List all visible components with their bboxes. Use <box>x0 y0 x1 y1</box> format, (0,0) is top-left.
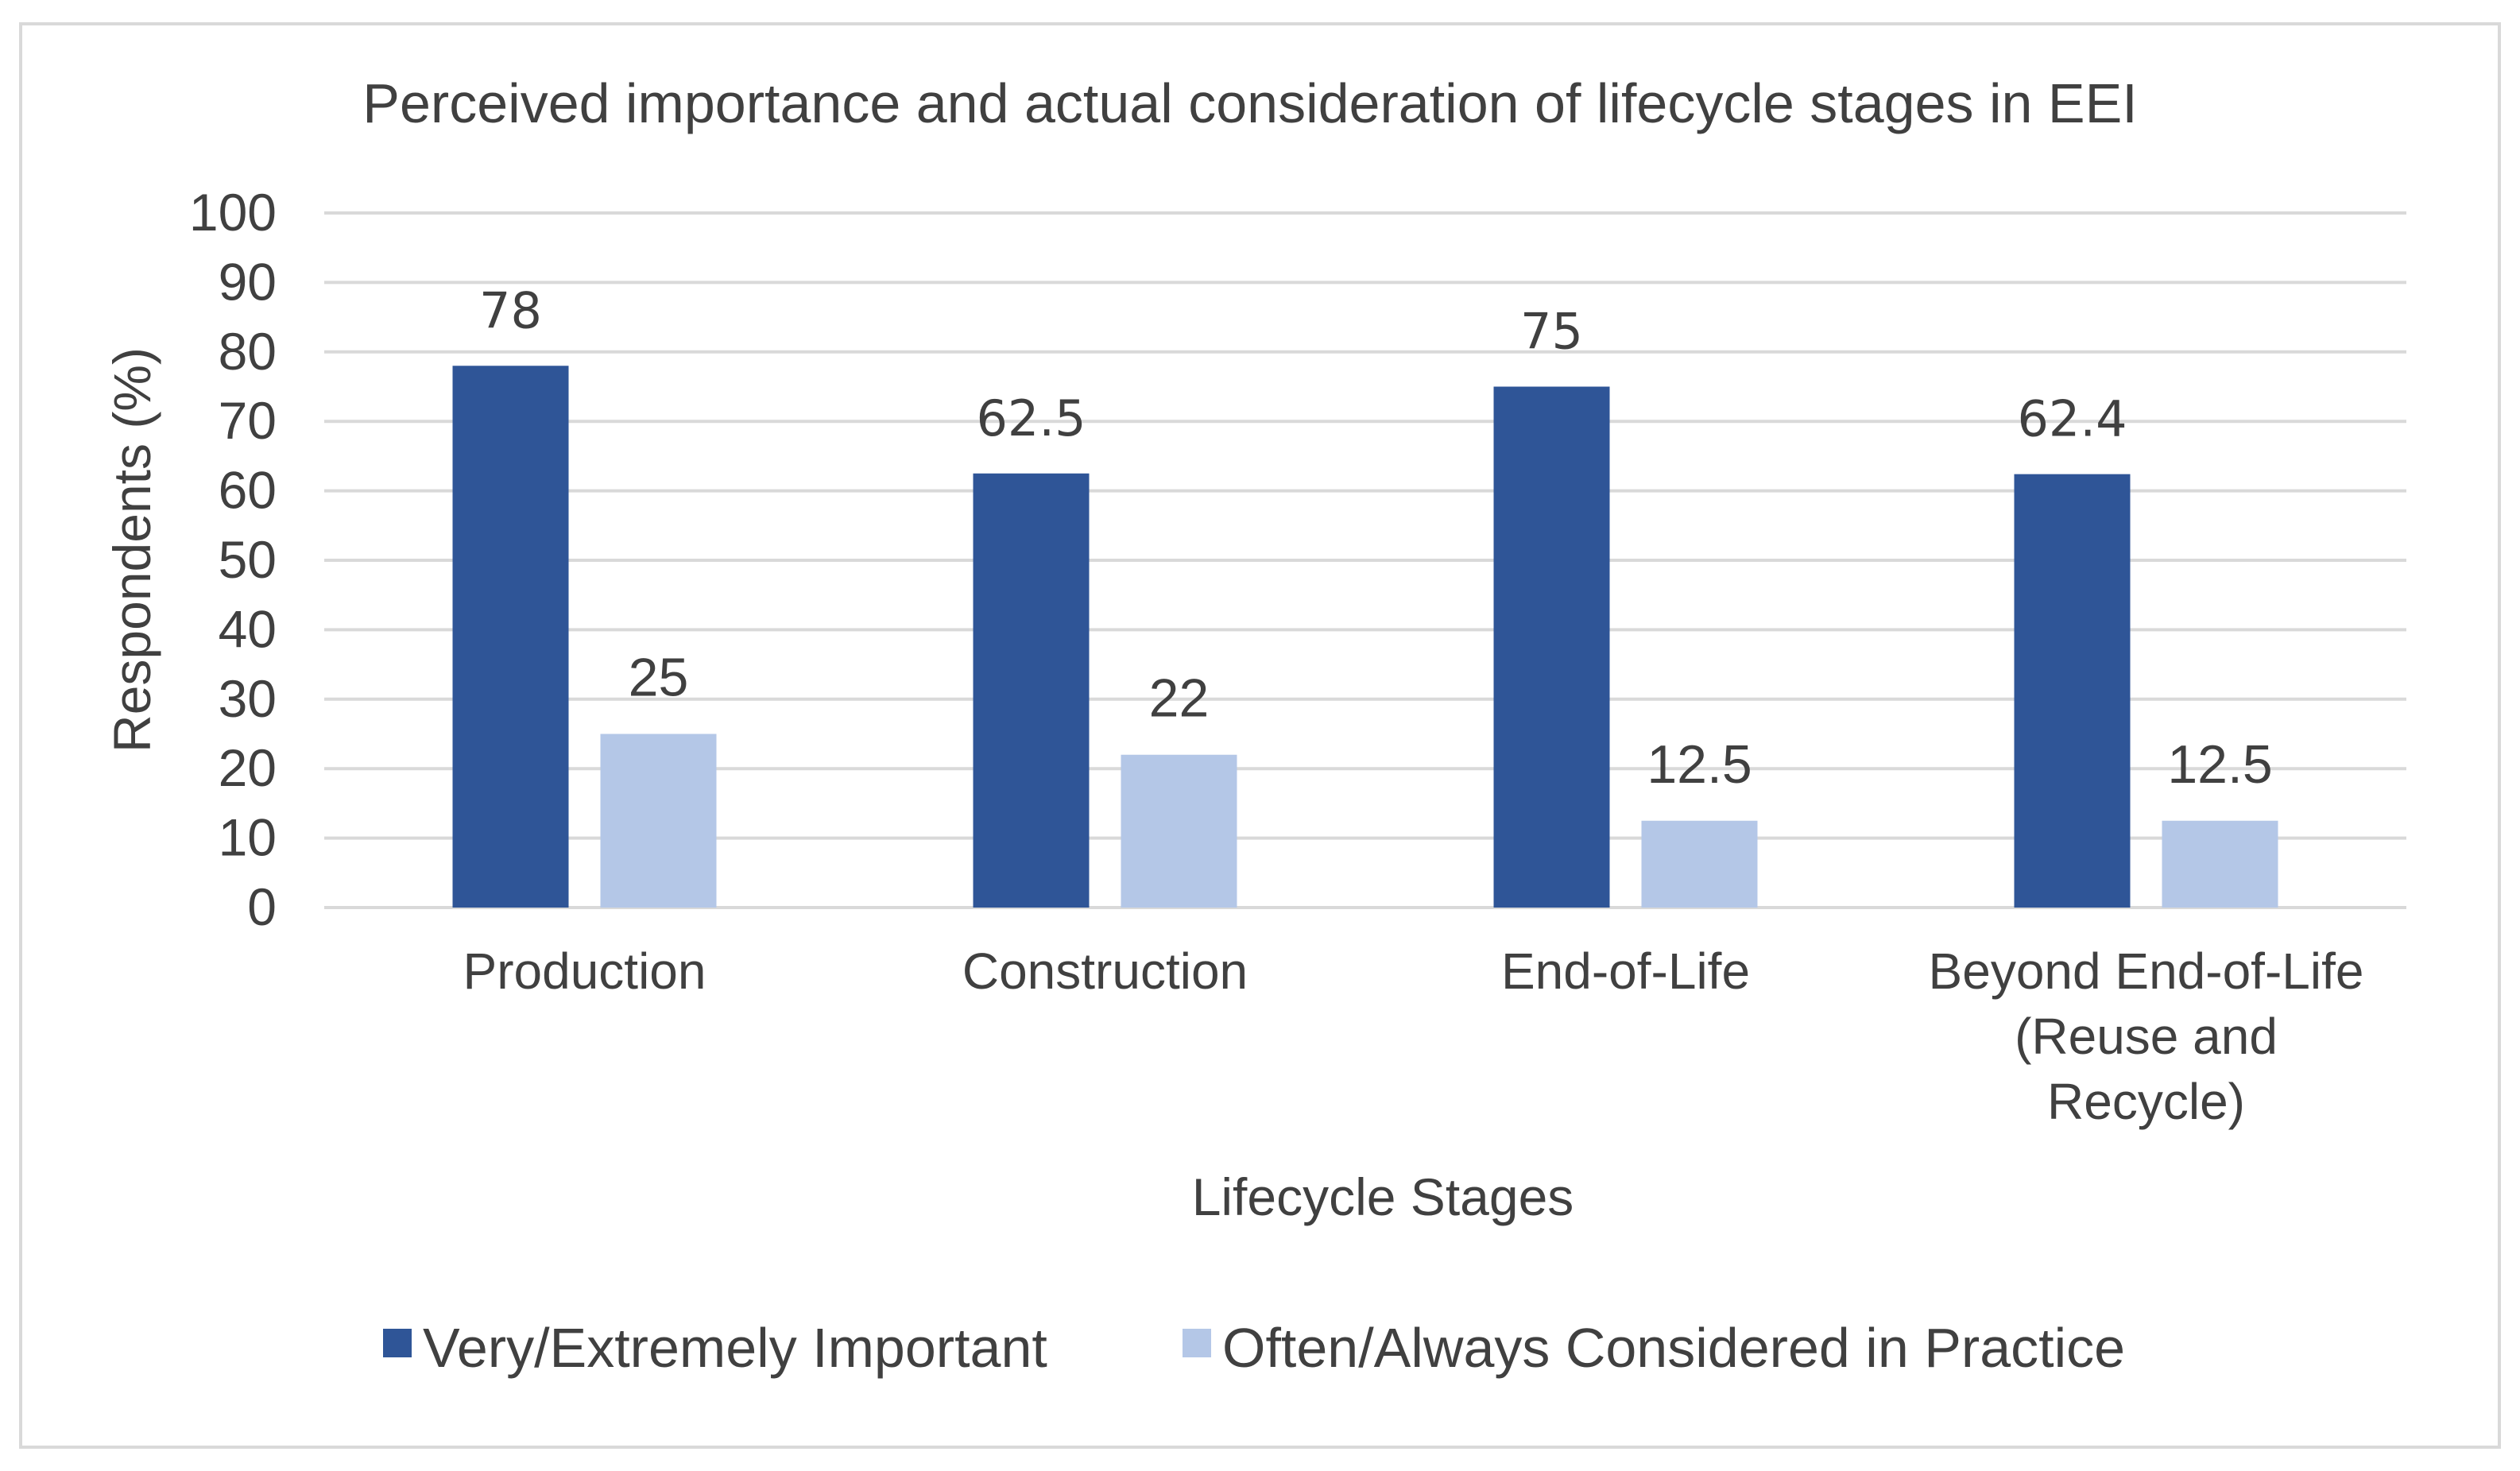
x-tick-label: Beyond End-of-Life <box>1929 943 2364 1000</box>
legend-swatch <box>383 1329 412 1357</box>
y-tick-label: 0 <box>247 877 277 936</box>
bar-importance <box>973 473 1090 908</box>
x-axis-categories: Production Construction End-of-Life Beyond … <box>463 943 2364 1130</box>
y-tick-label: 100 <box>189 183 277 242</box>
bar-importance <box>2014 474 2131 908</box>
data-label: 22 <box>1149 668 1210 729</box>
y-tick-label: 20 <box>219 738 277 797</box>
y-tick-label: 60 <box>219 461 277 520</box>
data-labels: 78 62.5 75 62.4 25 22 12.5 12.5 <box>479 281 2273 794</box>
x-axis-title: Lifecycle Stages <box>1192 1167 1574 1226</box>
bars <box>452 366 2278 908</box>
y-tick-label: 10 <box>219 808 277 867</box>
bar-importance <box>1493 386 1610 908</box>
legend-label: Often/Always Considered in Practice <box>1222 1317 2125 1379</box>
y-axis-title: Respondents (%) <box>103 347 161 753</box>
data-label: 78 <box>479 281 542 339</box>
chart-frame: Perceived importance and actual consider… <box>19 22 2501 1449</box>
data-label: 25 <box>629 648 689 708</box>
y-tick-label: 70 <box>219 391 277 450</box>
x-tick-label: Construction <box>962 943 1248 1000</box>
x-tick-label: Recycle) <box>2047 1073 2245 1130</box>
x-tick-label: End-of-Life <box>1501 943 1750 1000</box>
data-label: 12.5 <box>2167 734 2272 795</box>
y-tick-label: 90 <box>219 252 277 311</box>
y-tick-label: 30 <box>219 669 277 728</box>
y-tick-label: 50 <box>219 530 277 589</box>
legend-label: Very/Extremely Important <box>423 1317 1047 1379</box>
bar-chart: Perceived importance and actual consider… <box>103 72 2406 1379</box>
x-tick-label: Production <box>463 943 706 1000</box>
data-label: 62.4 <box>2017 390 2127 448</box>
bar-practice <box>1121 754 1237 908</box>
data-label: 62.5 <box>976 389 1086 447</box>
bar-practice <box>1641 820 1758 908</box>
bar-importance <box>452 366 569 908</box>
chart-title: Perceived importance and actual consider… <box>362 72 2137 134</box>
x-tick-label: (Reuse and <box>2015 1008 2278 1065</box>
bar-practice <box>2162 820 2278 908</box>
legend: Very/Extremely Important Often/Always Con… <box>383 1317 2125 1379</box>
data-label: 75 <box>1520 303 1583 361</box>
data-label: 12.5 <box>1647 734 1752 795</box>
bar-practice <box>600 734 717 908</box>
y-tick-label: 80 <box>219 322 277 381</box>
legend-swatch <box>1183 1329 1211 1357</box>
y-axis-ticks: 0 10 20 30 40 50 60 70 80 90 100 <box>189 183 277 936</box>
y-tick-label: 40 <box>219 599 277 658</box>
